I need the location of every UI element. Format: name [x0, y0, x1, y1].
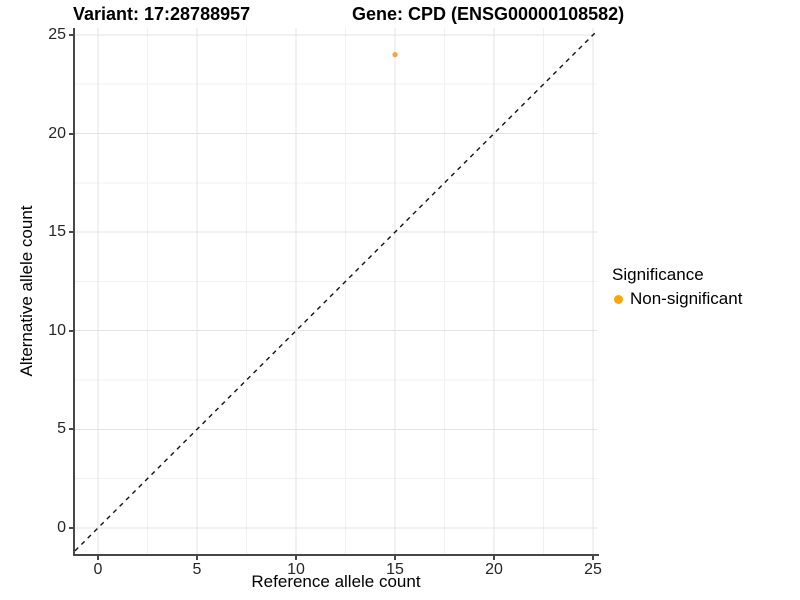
x-tick-mark [394, 554, 396, 560]
y-tick-mark [69, 132, 75, 135]
plot-canvas [75, 28, 597, 554]
y-tick-mark [69, 33, 75, 36]
x-tick-label: 0 [93, 561, 103, 578]
y-tick-label: 25 [48, 25, 66, 43]
y-tick-label: 5 [57, 420, 66, 438]
y-tick-label: 15 [48, 223, 66, 241]
y-tick-label: 10 [48, 321, 66, 339]
x-axis-line [73, 554, 599, 556]
plot-panel [75, 28, 597, 554]
y-tick-label: 0 [57, 518, 66, 536]
x-tick-label: 10 [287, 561, 305, 578]
legend-item-label: Non-significant [630, 289, 743, 308]
legend-item-non-significant: Non-significant [612, 289, 797, 309]
x-tick-label: 5 [192, 561, 202, 578]
identity-reference-line [75, 30, 597, 552]
legend-point-swatch [614, 294, 623, 304]
x-axis-title: Reference allele count [251, 572, 421, 591]
x-tick-mark [493, 554, 496, 560]
variant-title: Variant: 17:28788957 [73, 4, 251, 24]
x-tick-label: 20 [485, 561, 503, 578]
x-tick-label: 15 [386, 561, 404, 578]
legend: Significance Non-significant [612, 265, 797, 309]
y-tick-mark [69, 526, 75, 529]
x-tick-mark [592, 554, 595, 560]
y-tick-label: 20 [48, 124, 66, 142]
x-tick-mark [294, 554, 297, 560]
y-tick-mark [69, 329, 75, 332]
x-tick-mark [195, 554, 198, 560]
x-tick-label: 25 [584, 561, 602, 578]
y-tick-mark [69, 428, 75, 431]
y-axis-title: Alternative allele count [17, 205, 36, 377]
y-tick-mark [69, 231, 75, 234]
x-tick-mark [96, 554, 99, 560]
y-axis-line [73, 28, 75, 556]
data-point [392, 52, 398, 58]
legend-title: Significance [612, 265, 704, 284]
gene-title: Gene: CPD (ENSG00000108582) [352, 4, 625, 24]
